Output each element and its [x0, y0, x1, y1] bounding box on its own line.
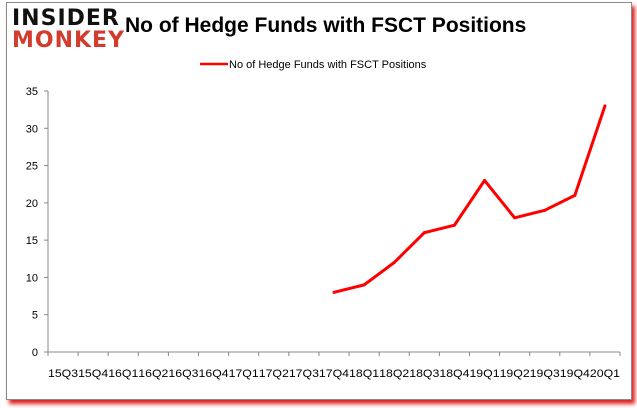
data-point: [603, 104, 607, 108]
data-point: [543, 208, 547, 212]
x-tick-label: 19Q2: [500, 368, 530, 380]
y-tick-label: 25: [26, 161, 38, 173]
logo-line2: MONKEY: [12, 28, 126, 53]
x-tick-label: 20Q1: [590, 368, 620, 380]
x-tick-label: 17Q3: [289, 368, 319, 380]
y-tick-label: 20: [26, 198, 38, 210]
logo-line1: INSIDER: [12, 6, 120, 31]
data-point: [362, 283, 366, 287]
data-point: [483, 178, 487, 182]
x-tick-label: 17Q4: [319, 368, 349, 380]
y-tick-label: 15: [26, 235, 38, 247]
x-tick-label: 19Q3: [530, 368, 560, 380]
x-tick-label: 18Q4: [439, 368, 469, 380]
series-line: [333, 105, 607, 294]
data-point: [452, 223, 456, 227]
x-tick-label: 17Q2: [259, 368, 289, 380]
x-tick-label: 15Q4: [78, 368, 108, 380]
y-tick-label: 35: [26, 86, 38, 98]
y-tick-label: 30: [26, 123, 38, 135]
data-point: [332, 290, 336, 294]
data-point: [422, 231, 426, 235]
legend-label: No of Hedge Funds with FSCT Positions: [229, 59, 427, 71]
data-point: [392, 261, 396, 265]
y-tick-label: 10: [26, 272, 38, 284]
chart-frame: [6, 2, 632, 400]
x-tick-label: 15Q3: [48, 368, 78, 380]
x-tick-label: 17Q1: [229, 368, 259, 380]
x-tick-label: 16Q2: [138, 368, 168, 380]
y-tick-label: 0: [32, 347, 38, 359]
y-tick-label: 5: [32, 310, 38, 322]
x-tick-label: 18Q2: [379, 368, 409, 380]
chart-title: No of Hedge Funds with FSCT Positions: [125, 14, 527, 37]
x-tick-label: 19Q4: [560, 368, 590, 380]
insider-monkey-logo: INSIDER MONKEY: [12, 8, 125, 52]
x-tick-label: 18Q3: [409, 368, 439, 380]
data-point: [513, 216, 517, 220]
x-tick-label: 18Q1: [349, 368, 379, 380]
x-tick-label: 16Q3: [168, 368, 198, 380]
data-point: [573, 193, 577, 197]
x-tick-label: 19Q1: [469, 368, 499, 380]
x-tick-label: 16Q1: [108, 368, 138, 380]
x-tick-label: 16Q4: [199, 368, 229, 380]
